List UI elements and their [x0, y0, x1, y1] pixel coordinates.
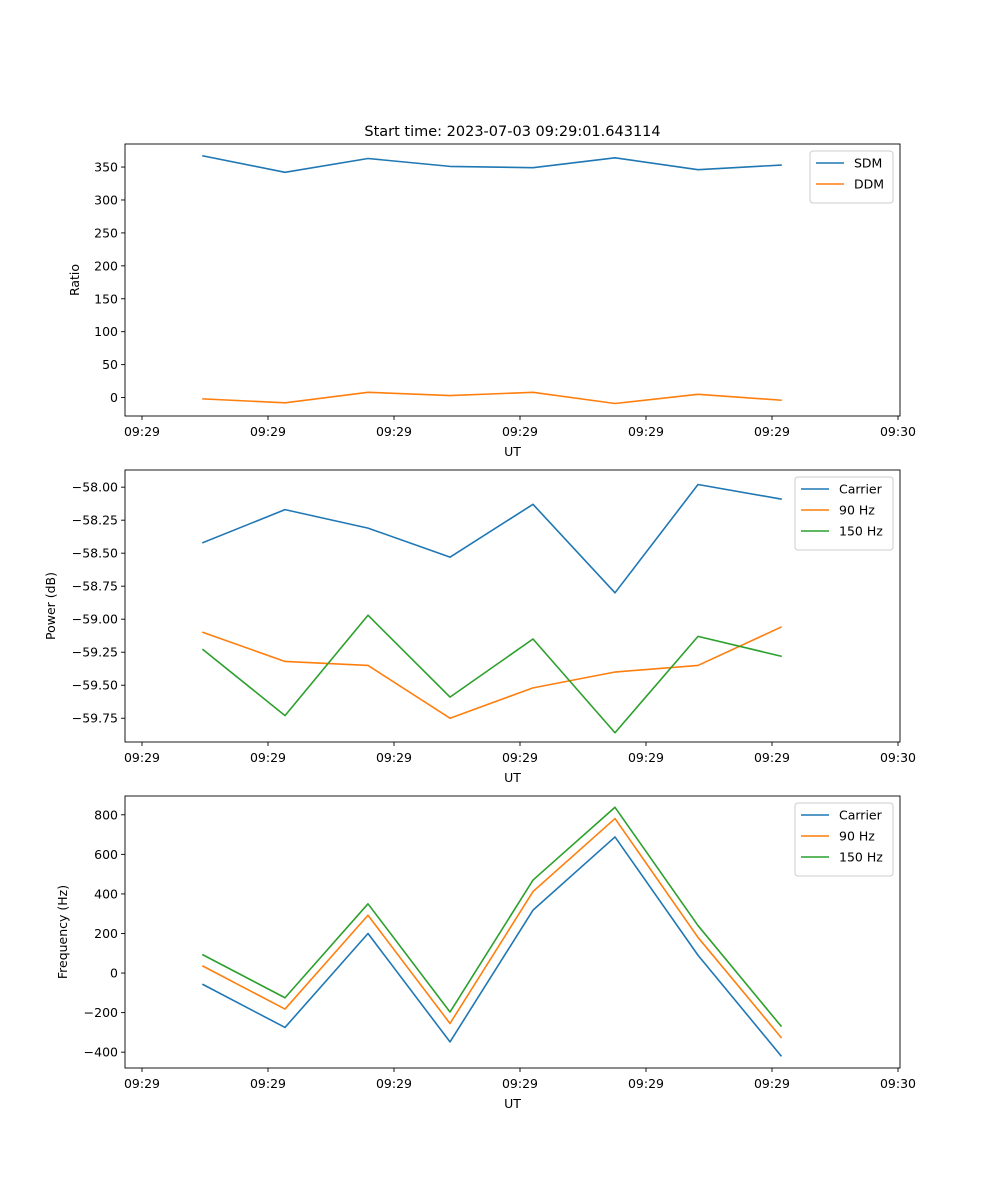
legend: Carrier 90 Hz 150 Hz [794, 476, 894, 551]
x-tick-label: 09:29 [250, 750, 286, 765]
y-tick-label: 50 [102, 357, 118, 372]
legend-label: 150 Hz [839, 524, 883, 539]
legend-box [809, 150, 894, 204]
legend: SDM DDM [809, 150, 894, 204]
chart-panel-3: 09:29 09:29 09:29 09:29 09:29 09:29 09:30 −400 −… [55, 795, 916, 1111]
x-tick-label: 09:29 [124, 750, 160, 765]
series-line-carrier [201, 483, 782, 594]
y-tick-label: −400 [84, 1045, 118, 1060]
y-tick-label: 200 [94, 258, 118, 273]
legend-label: DDM [854, 177, 884, 192]
series-line-sdm [202, 154, 782, 174]
y-axis-label: Ratio [67, 264, 82, 296]
x-tick-label: 09:29 [250, 424, 286, 439]
x-tick-label: 09:30 [880, 1076, 916, 1091]
legend-label: SDM [854, 156, 882, 171]
y-tick-label: 150 [94, 291, 118, 306]
series-line-90-hz [201, 817, 783, 1039]
y-tick-label: −59.25 [72, 645, 118, 660]
legend-label: 90 Hz [839, 503, 875, 518]
y-tick-label: 250 [94, 225, 118, 240]
x-tick-label: 09:29 [376, 1076, 412, 1091]
x-tick-label: 09:29 [502, 750, 538, 765]
x-tick-label: 09:30 [880, 424, 916, 439]
legend-label: 150 Hz [839, 850, 883, 865]
axes-frame [124, 143, 901, 417]
y-tick-label: −59.50 [72, 678, 118, 693]
legend-label: 90 Hz [839, 829, 875, 844]
x-tick-label: 09:29 [628, 1076, 664, 1091]
x-tick-label: 09:30 [880, 750, 916, 765]
y-tick-label: 800 [94, 807, 118, 822]
y-tick-label: −58.75 [72, 579, 118, 594]
y-tick-label: −200 [84, 1005, 118, 1020]
x-tick-label: 09:29 [376, 424, 412, 439]
figure-title: Start time: 2023-07-03 09:29:01.643114 [364, 124, 660, 140]
y-tick-label: −58.25 [72, 513, 118, 528]
x-tick-label: 09:29 [754, 1076, 790, 1091]
x-tick-label: 09:29 [628, 424, 664, 439]
x-tick-label: 09:29 [124, 424, 160, 439]
y-tick-label: 200 [94, 926, 118, 941]
legend-label: Carrier [839, 482, 883, 497]
series-line-carrier [201, 836, 783, 1057]
y-tick-label: 400 [94, 886, 118, 901]
x-tick-label: 09:29 [502, 1076, 538, 1091]
y-tick-label: 100 [94, 324, 118, 339]
x-tick-label: 09:29 [628, 750, 664, 765]
legend-label: Carrier [839, 808, 883, 823]
chart-panel-2: 09:29 09:29 09:29 09:29 09:29 09:29 09:30 −59.7… [43, 469, 916, 785]
y-tick-label: 0 [110, 966, 118, 981]
x-tick-label: 09:29 [754, 750, 790, 765]
x-tick-label: 09:29 [124, 1076, 160, 1091]
x-tick-label: 09:29 [502, 424, 538, 439]
y-tick-label: −59.75 [72, 711, 118, 726]
axes-frame [124, 795, 901, 1069]
x-axis-label: UT [504, 1096, 521, 1111]
x-axis-label: UT [504, 770, 521, 785]
legend: Carrier 90 Hz 150 Hz [794, 802, 894, 877]
series-line-150-hz [201, 806, 783, 1028]
y-axis-label: Power (dB) [43, 572, 58, 640]
chart-panels: 09:29 09:29 09:29 09:29 09:29 09:29 09:30 0 50 10… [43, 143, 916, 1111]
y-tick-label: 0 [110, 390, 118, 405]
x-tick-label: 09:29 [250, 1076, 286, 1091]
x-tick-label: 09:29 [754, 424, 790, 439]
chart-panel-1: 09:29 09:29 09:29 09:29 09:29 09:29 09:30 0 50 10… [67, 143, 916, 459]
axes-frame [124, 469, 901, 743]
y-tick-label: 350 [94, 160, 118, 175]
y-tick-label: −58.50 [72, 546, 118, 561]
series-line-ddm [202, 391, 782, 405]
y-tick-label: −59.00 [72, 612, 118, 627]
x-tick-label: 09:29 [376, 750, 412, 765]
y-tick-label: 600 [94, 847, 118, 862]
y-tick-label: −58.00 [72, 480, 118, 495]
x-axis-label: UT [504, 444, 521, 459]
series-line-90-hz [201, 626, 783, 720]
series-line-150-hz [201, 614, 782, 734]
y-axis-label: Frequency (Hz) [55, 885, 70, 979]
y-tick-label: 300 [94, 192, 118, 207]
